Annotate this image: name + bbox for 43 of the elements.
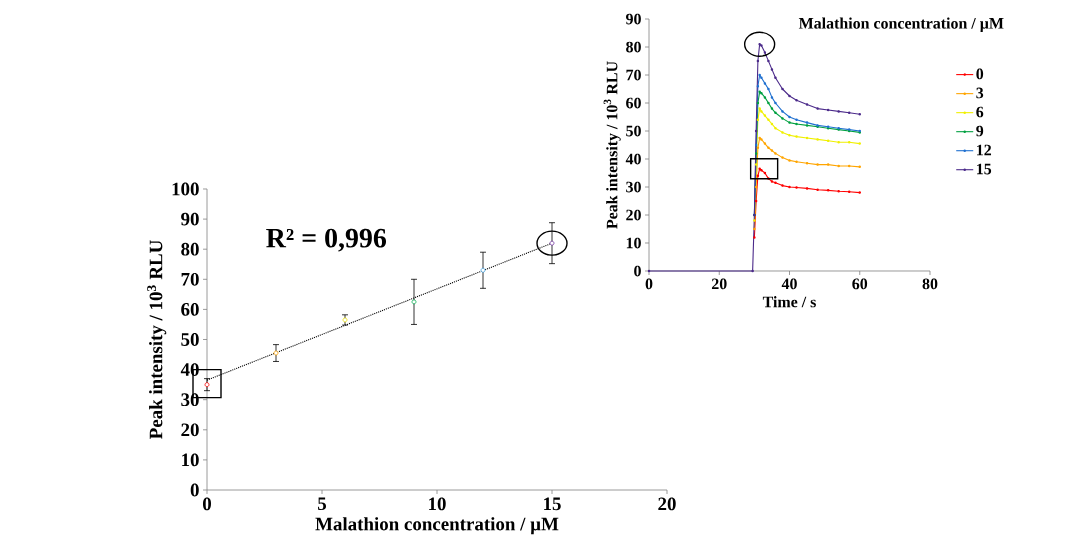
y-tick-label: 10 [182, 453, 199, 467]
x-tick-label: 0 [202, 497, 211, 511]
y-tick-label: 10 [626, 237, 641, 249]
x-axis-title: Malathion concentration / µM [315, 517, 559, 535]
y-tick-label: 50 [626, 125, 641, 137]
y-tick-label: 90 [626, 13, 641, 25]
legend-label: 3 [976, 87, 984, 99]
y-tick-label: 0 [634, 265, 641, 277]
y-tick-label: 60 [181, 303, 199, 316]
x-tick-label: 0 [645, 278, 653, 290]
x-tick-label: 5 [318, 497, 327, 511]
x-axis-title: Time / s [762, 296, 816, 308]
legend-label: 6 [976, 106, 984, 118]
y-tick-label: 70 [181, 272, 199, 286]
x-tick-label: 40 [781, 278, 797, 290]
x-tick-label: 20 [658, 497, 676, 511]
legend-title: Malathion concentration / µM [798, 17, 1004, 32]
y-tick-label: 60 [626, 97, 641, 109]
y-tick-label: 0 [190, 483, 199, 497]
legend-label: 0 [976, 68, 984, 80]
annotation: R² = 0,996 [266, 228, 387, 252]
y-tick-label: 40 [625, 153, 641, 165]
y-axis-title: Peak intensity / 10$^{3}$ RLU [147, 240, 167, 439]
x-tick-label: 80 [922, 278, 938, 290]
y-tick-label: 80 [626, 41, 641, 53]
x-tick-label: 10 [429, 497, 446, 511]
y-tick-label: 20 [181, 423, 199, 437]
y-tick-label: 30 [626, 181, 641, 193]
y-tick-label: 40 [180, 363, 199, 376]
y-tick-label: 70 [626, 69, 641, 81]
legend-label: 15 [977, 163, 992, 175]
y-tick-label: 50 [181, 333, 199, 346]
x-tick-label: 20 [711, 278, 727, 290]
y-tick-label: 30 [181, 393, 199, 407]
y-tick-label: 80 [181, 242, 199, 256]
legend-label: 12 [977, 144, 992, 156]
y-tick-label: 100 [172, 182, 199, 196]
x-tick-label: 60 [852, 278, 868, 290]
x-tick-label: 15 [544, 497, 561, 511]
legend-label: 9 [976, 125, 984, 137]
y-axis-title: Peak intensity / 10$^{3}$ RLU [603, 61, 621, 229]
y-tick-label: 20 [626, 209, 641, 221]
y-tick-label: 90 [181, 212, 199, 226]
